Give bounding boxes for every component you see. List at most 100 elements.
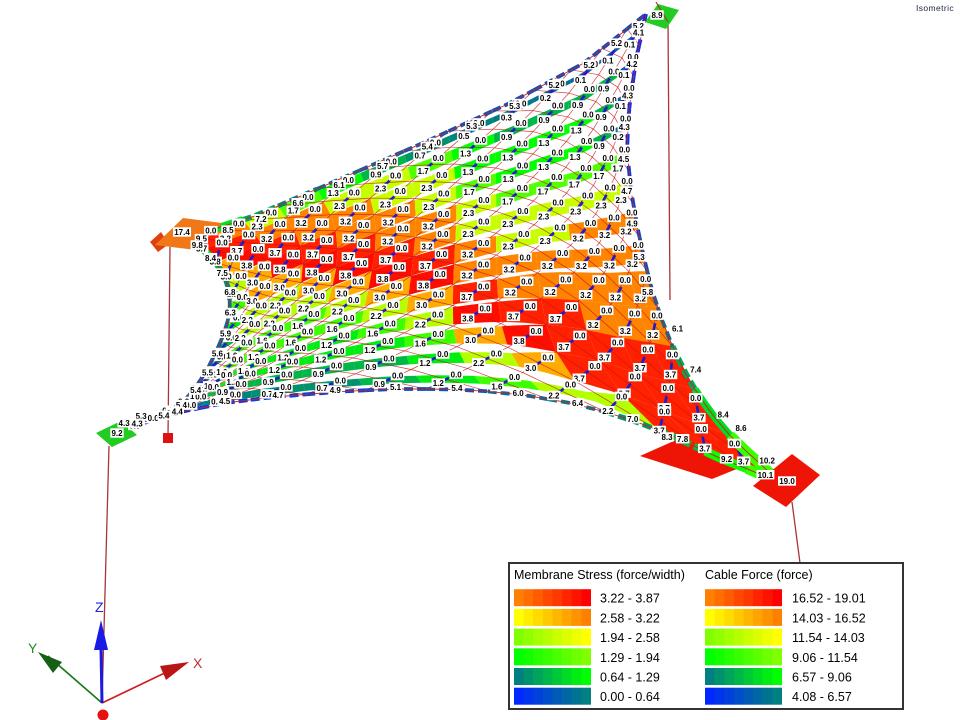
svg-text:0.0: 0.0 bbox=[243, 231, 255, 240]
svg-text:0.0: 0.0 bbox=[185, 401, 197, 410]
svg-text:8.9: 8.9 bbox=[651, 11, 663, 20]
svg-text:0.0: 0.0 bbox=[333, 347, 345, 356]
svg-text:2.3: 2.3 bbox=[503, 243, 515, 252]
svg-text:0.0: 0.0 bbox=[349, 189, 361, 198]
svg-text:1.6: 1.6 bbox=[257, 337, 269, 346]
svg-text:3.2: 3.2 bbox=[576, 262, 588, 271]
svg-text:0.9: 0.9 bbox=[217, 388, 229, 397]
svg-text:0.0: 0.0 bbox=[217, 239, 229, 248]
svg-text:3.2: 3.2 bbox=[422, 242, 434, 251]
svg-text:4.3: 4.3 bbox=[119, 419, 131, 428]
svg-text:3.0: 3.0 bbox=[336, 289, 348, 298]
svg-text:0.0: 0.0 bbox=[620, 115, 632, 124]
svg-text:2.2: 2.2 bbox=[242, 316, 254, 325]
svg-text:0.7: 0.7 bbox=[262, 390, 274, 399]
svg-text:6.4: 6.4 bbox=[572, 399, 584, 408]
svg-text:0.0: 0.0 bbox=[259, 282, 271, 291]
svg-text:0.0: 0.0 bbox=[295, 344, 307, 353]
svg-text:0.9: 0.9 bbox=[501, 133, 513, 142]
svg-text:0.0: 0.0 bbox=[302, 328, 314, 337]
svg-text:3.2: 3.2 bbox=[604, 262, 616, 271]
svg-text:1.6: 1.6 bbox=[491, 383, 503, 392]
svg-text:0.0: 0.0 bbox=[321, 255, 333, 264]
svg-text:0.0: 0.0 bbox=[473, 119, 485, 128]
svg-text:0.9: 0.9 bbox=[374, 380, 386, 389]
svg-text:0.0: 0.0 bbox=[557, 249, 569, 258]
svg-text:1.3: 1.3 bbox=[571, 127, 583, 136]
svg-text:5.3: 5.3 bbox=[136, 412, 148, 421]
svg-text:0.0: 0.0 bbox=[475, 136, 487, 145]
svg-text:0.0: 0.0 bbox=[565, 380, 577, 389]
svg-text:0.0: 0.0 bbox=[236, 272, 248, 281]
svg-text:6.6: 6.6 bbox=[293, 199, 305, 208]
svg-text:0.0: 0.0 bbox=[274, 220, 286, 229]
svg-text:3.7: 3.7 bbox=[693, 414, 705, 423]
svg-text:1.29 - 1.94: 1.29 - 1.94 bbox=[600, 651, 660, 665]
svg-text:1.7: 1.7 bbox=[593, 172, 605, 181]
svg-text:3.2: 3.2 bbox=[620, 327, 632, 336]
svg-text:3.2: 3.2 bbox=[635, 294, 647, 303]
svg-text:6.57 - 9.06: 6.57 - 9.06 bbox=[792, 671, 852, 685]
svg-text:3.2: 3.2 bbox=[627, 260, 639, 269]
svg-text:0.7: 0.7 bbox=[414, 152, 426, 161]
svg-text:1.2: 1.2 bbox=[321, 341, 333, 350]
svg-text:0.0: 0.0 bbox=[283, 234, 295, 243]
svg-text:0.0: 0.0 bbox=[552, 148, 564, 157]
svg-text:0.0: 0.0 bbox=[392, 372, 404, 381]
svg-text:0.0: 0.0 bbox=[285, 288, 297, 297]
svg-text:0.0: 0.0 bbox=[343, 176, 355, 185]
svg-text:0.9: 0.9 bbox=[313, 370, 325, 379]
svg-text:3.7: 3.7 bbox=[420, 262, 432, 271]
svg-text:10.2: 10.2 bbox=[759, 457, 775, 466]
svg-text:3.7: 3.7 bbox=[307, 250, 319, 259]
svg-text:0.0: 0.0 bbox=[551, 173, 563, 182]
svg-text:2.3: 2.3 bbox=[423, 203, 435, 212]
svg-text:8.4: 8.4 bbox=[205, 254, 217, 263]
svg-text:Cable Force (force): Cable Force (force) bbox=[705, 568, 813, 582]
svg-text:2.3: 2.3 bbox=[375, 185, 387, 194]
svg-text:3.7: 3.7 bbox=[380, 256, 392, 265]
svg-text:0.0: 0.0 bbox=[433, 330, 445, 339]
svg-text:0.2: 0.2 bbox=[540, 94, 552, 103]
svg-text:0.0: 0.0 bbox=[433, 290, 445, 299]
svg-text:4.5: 4.5 bbox=[618, 155, 630, 164]
svg-text:5.4: 5.4 bbox=[422, 143, 434, 152]
svg-text:1.3: 1.3 bbox=[538, 163, 550, 172]
svg-text:0.0: 0.0 bbox=[385, 320, 397, 329]
svg-text:3.2: 3.2 bbox=[461, 272, 473, 281]
svg-text:3.2: 3.2 bbox=[647, 331, 659, 340]
svg-text:3.0: 3.0 bbox=[274, 284, 286, 293]
svg-text:0.0: 0.0 bbox=[451, 370, 463, 379]
svg-text:0.0: 0.0 bbox=[633, 241, 645, 250]
svg-text:0.0: 0.0 bbox=[208, 383, 220, 392]
svg-text:0.0: 0.0 bbox=[338, 331, 350, 340]
svg-text:1.7: 1.7 bbox=[612, 164, 624, 173]
svg-text:7.8: 7.8 bbox=[677, 435, 689, 444]
svg-text:3.2: 3.2 bbox=[340, 217, 352, 226]
svg-text:3.8: 3.8 bbox=[513, 337, 525, 346]
svg-text:3.7: 3.7 bbox=[738, 457, 750, 466]
svg-text:2.3: 2.3 bbox=[252, 223, 264, 232]
svg-text:2.2: 2.2 bbox=[332, 307, 344, 316]
svg-text:3.2: 3.2 bbox=[505, 289, 517, 298]
svg-text:0.0: 0.0 bbox=[662, 384, 674, 393]
svg-text:0.0: 0.0 bbox=[386, 158, 398, 167]
svg-text:Isometric: Isometric bbox=[916, 3, 954, 13]
svg-text:0.1: 0.1 bbox=[618, 71, 630, 80]
svg-text:17.4: 17.4 bbox=[174, 228, 190, 237]
svg-text:2.3: 2.3 bbox=[616, 196, 628, 205]
svg-text:0.0: 0.0 bbox=[287, 358, 299, 367]
svg-text:1.3: 1.3 bbox=[569, 153, 581, 162]
svg-text:0.0: 0.0 bbox=[582, 111, 594, 120]
svg-text:3.0: 3.0 bbox=[374, 293, 386, 302]
svg-text:0.0: 0.0 bbox=[382, 337, 394, 346]
svg-text:2.3: 2.3 bbox=[570, 207, 582, 216]
svg-text:0.0: 0.0 bbox=[387, 301, 399, 310]
svg-text:0.7: 0.7 bbox=[316, 384, 328, 393]
svg-text:3.2: 3.2 bbox=[343, 235, 355, 244]
svg-text:8.5: 8.5 bbox=[222, 226, 234, 235]
svg-text:6.0: 6.0 bbox=[513, 389, 525, 398]
svg-text:0.0: 0.0 bbox=[619, 146, 631, 155]
svg-text:0.0: 0.0 bbox=[230, 390, 242, 399]
svg-text:3.2: 3.2 bbox=[261, 235, 273, 244]
